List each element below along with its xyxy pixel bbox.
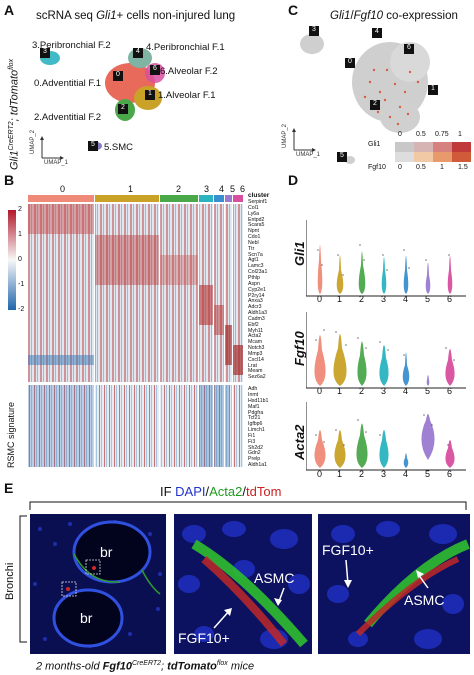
panel-a-axis-arrows xyxy=(40,136,64,160)
panel-a-xaxis: UMAP_1 xyxy=(44,160,69,166)
panel-b-label: B xyxy=(4,172,15,188)
fgf10-label-2: FGF10+ xyxy=(322,542,374,558)
legend-color-grid xyxy=(395,142,471,162)
c-cluster-tag-1: 1 xyxy=(428,85,438,95)
panel-d-violins xyxy=(306,220,466,471)
scale-1: 1 xyxy=(18,231,22,238)
cluster-tag-3: 3 xyxy=(40,48,50,58)
panel-c-axis-arrows xyxy=(292,128,316,152)
c-cluster-tag-3: 3 xyxy=(309,26,319,36)
bronchi-label: Bronchi xyxy=(4,562,16,600)
cluster-label-4: 4.Peribronchial F.1 xyxy=(146,42,225,53)
violin-xticks-2: 0 1 2 3 4 5 6 xyxy=(317,386,453,396)
heatmap-color-scale xyxy=(8,210,16,310)
panel-a-label: A xyxy=(4,2,15,18)
cluster-label-1: 1.Alveolar F.1 xyxy=(158,90,216,101)
c-cluster-tag-5: 5 xyxy=(337,152,347,162)
gene-list: Serpinf1 Col1 Ly6a Entpd2 Scara5 Npnt Cdo1 Nebl… xyxy=(248,199,269,469)
panel-d-label: D xyxy=(288,172,299,188)
panel-a-mouse-label: Gli1CreERT2; tdTomatoflox xyxy=(8,58,21,170)
cluster-tag-5: 5 xyxy=(88,141,98,151)
panel-a-title: scRNA seq Gli1+ cells non-injured lung xyxy=(36,10,236,22)
violin-gene-fgf10: Fgf10 xyxy=(292,331,307,366)
panel-b-heatmap xyxy=(28,195,243,467)
panel-e-label: E xyxy=(4,480,14,496)
violin-xticks-1: 0 1 2 3 4 5 6 xyxy=(317,294,453,304)
legend-fgf10-label: Fgf10 xyxy=(368,164,386,171)
col-label-3: 3 xyxy=(204,184,210,194)
violin-gene-gli1: Gli1 xyxy=(292,241,307,266)
cluster-tag-1: 1 xyxy=(145,90,155,100)
col-label-5: 5 xyxy=(230,184,236,194)
micrograph-zoom-2: FGF10+ ASMC xyxy=(318,514,470,654)
scale-neg2: -2 xyxy=(18,306,25,313)
col-label-6: 6 xyxy=(240,184,246,194)
br-label-2: br xyxy=(80,610,93,626)
c-cluster-tag-2: 2 xyxy=(370,100,380,110)
cluster-legend-title: cluster xyxy=(248,192,270,199)
rsmc-signature-label: RSMC signature xyxy=(6,401,16,468)
panel-c-yaxis: UMAP_2 xyxy=(282,123,288,148)
col-label-2: 2 xyxy=(176,184,182,194)
panel-e-caption: 2 months-old Fgf10CreERT2; tdTomatoflox … xyxy=(36,660,255,673)
br-label-1: br xyxy=(100,544,113,560)
cluster-tag-6: 6 xyxy=(150,65,160,75)
col-label-0: 0 xyxy=(60,184,66,194)
micrograph-zoom-1: ASMC FGF10+ xyxy=(174,514,312,654)
asmc-label-2: ASMC xyxy=(404,592,445,608)
col-label-4: 4 xyxy=(219,184,225,194)
scale-0: 0 xyxy=(18,256,22,263)
cluster-tag-4: 4 xyxy=(133,48,143,58)
panel-c-title: Gli1/Fgf10 co-expression xyxy=(330,10,458,22)
cluster-label-3: 3.Peribronchial F.2 xyxy=(32,40,111,51)
panel-e-stain-title: IF DAPI/Acta2/tdTom xyxy=(160,484,282,499)
panel-c-xaxis: UMAP_1 xyxy=(296,152,321,158)
cluster-label-5: 5.SMC xyxy=(104,142,134,153)
c-cluster-tag-0: 0 xyxy=(345,58,355,68)
violin-xticks-3: 0 1 2 3 4 5 6 xyxy=(317,469,453,479)
legend-gli1-label: Gli1 xyxy=(368,141,381,148)
scale-2: 2 xyxy=(18,206,22,213)
col-label-1: 1 xyxy=(128,184,134,194)
violin-gene-acta2: Acta2 xyxy=(292,424,307,460)
panel-e-bracket xyxy=(29,501,467,510)
cluster-label-2: 2.Adventitial F.2 xyxy=(34,112,102,123)
scale-neg1: -1 xyxy=(18,281,25,288)
c-cluster-tag-4: 4 xyxy=(372,28,382,38)
panel-a-yaxis: UMAP_2 xyxy=(30,129,36,154)
asmc-label-1: ASMC xyxy=(254,570,295,586)
fgf10-label-1: FGF10+ xyxy=(178,630,230,646)
cluster-tag-2: 2 xyxy=(118,104,128,114)
cluster-label-6: 6.Alveolar F.2 xyxy=(160,66,218,77)
c-cluster-tag-6: 6 xyxy=(404,44,414,54)
micrograph-overview: br br xyxy=(30,514,166,654)
cluster-tag-0: 0 xyxy=(113,71,123,81)
panel-c-label: C xyxy=(288,2,299,18)
bronchi-bracket xyxy=(19,515,27,643)
cluster-label-0: 0.Adventitial F.1 xyxy=(34,78,102,89)
